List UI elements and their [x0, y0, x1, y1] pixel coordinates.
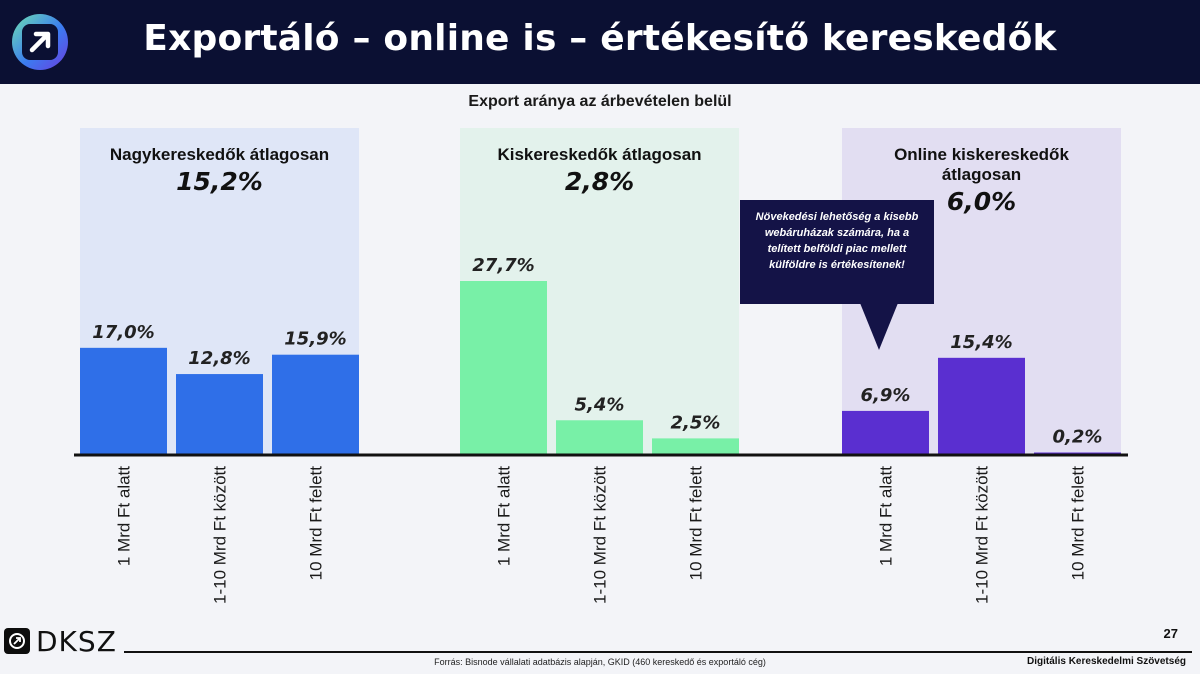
footer-divider [124, 651, 1192, 653]
bar-value-label: 15,9% [284, 329, 346, 350]
category-tick-label: 1-10 Mrd Ft között [211, 466, 230, 604]
category-tick-label: 1-10 Mrd Ft között [591, 466, 610, 604]
bar [1034, 452, 1121, 454]
group-label: Kiskereskedők átlagosan [497, 145, 701, 164]
bar-value-label: 27,7% [472, 255, 534, 276]
category-tick-label: 1 Mrd Ft alatt [877, 466, 896, 566]
group-average: 15,2% [176, 167, 263, 196]
category-tick-label: 10 Mrd Ft felett [687, 466, 706, 581]
bar [556, 420, 643, 454]
bar [652, 438, 739, 454]
bar [460, 281, 547, 454]
page-title: Exportáló – online is – értékesítő keres… [143, 18, 1057, 59]
dksz-logo-icon [4, 628, 30, 654]
chart-title: Export aránya az árbevételen belül [468, 93, 732, 110]
bar-value-label: 5,4% [575, 394, 625, 415]
callout-annotation: Növekedési lehetőség a kisebb webáruháza… [740, 200, 934, 304]
header-bar: Exportáló – online is – értékesítő keres… [0, 0, 1200, 84]
arrow-logo-icon [12, 14, 68, 70]
bar [176, 374, 263, 454]
page-number: 27 [1163, 626, 1178, 641]
group-label: átlagosan [942, 165, 1021, 184]
callout-pointer [860, 303, 898, 350]
group-label: Nagykereskedők átlagosan [110, 145, 329, 164]
bar [80, 347, 167, 454]
category-tick-label: 10 Mrd Ft felett [1069, 466, 1088, 581]
category-tick-label: 10 Mrd Ft felett [307, 466, 326, 581]
category-tick-label: 1 Mrd Ft alatt [495, 466, 514, 566]
bar-value-label: 17,0% [92, 322, 154, 343]
bar [842, 410, 929, 454]
bar [938, 357, 1025, 454]
bar-value-label: 2,5% [671, 412, 721, 433]
source-note: Forrás: Bisnode vállalati adatbázis alap… [434, 657, 766, 667]
group-average: 6,0% [947, 187, 1016, 216]
bar-value-label: 0,2% [1053, 427, 1103, 448]
footer-logo-text: DKSZ [36, 625, 117, 658]
bar-value-label: 6,9% [861, 385, 911, 406]
category-tick-label: 1-10 Mrd Ft között [973, 466, 992, 604]
bar-value-label: 15,4% [950, 332, 1012, 353]
group-average: 2,8% [565, 167, 634, 196]
bar [272, 354, 359, 454]
category-tick-label: 1 Mrd Ft alatt [115, 466, 134, 566]
organization-name: Digitális Kereskedelmi Szövetség [1027, 656, 1186, 667]
group-label: Online kiskereskedők [894, 145, 1069, 164]
bar-value-label: 12,8% [188, 348, 250, 369]
